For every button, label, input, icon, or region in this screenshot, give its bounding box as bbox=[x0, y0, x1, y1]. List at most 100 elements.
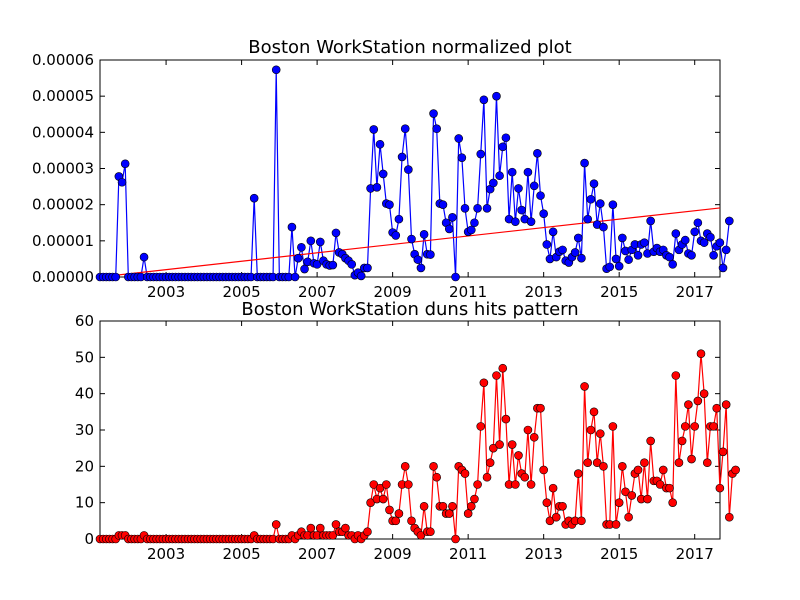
data-point bbox=[249, 193, 259, 203]
data-point bbox=[599, 462, 608, 471]
data-point bbox=[715, 483, 725, 493]
data-point bbox=[315, 523, 325, 533]
data-point bbox=[495, 171, 504, 181]
data-point bbox=[605, 262, 615, 272]
data-point bbox=[618, 233, 627, 243]
data-point bbox=[514, 451, 523, 460]
data-point bbox=[476, 149, 486, 159]
data-point bbox=[640, 458, 649, 468]
data-point bbox=[385, 200, 394, 209]
data-point bbox=[460, 203, 470, 213]
data-point bbox=[690, 227, 700, 237]
data-point bbox=[627, 491, 637, 500]
data-point bbox=[539, 209, 548, 219]
data-point bbox=[394, 509, 404, 518]
y-tick-label: 0 bbox=[84, 530, 94, 548]
x-tick-label: 2009 bbox=[374, 283, 412, 301]
data-point bbox=[448, 213, 457, 222]
data-point bbox=[514, 184, 523, 193]
data-point bbox=[668, 260, 677, 269]
data-point bbox=[680, 422, 690, 431]
data-point bbox=[394, 214, 404, 224]
data-point bbox=[731, 465, 740, 475]
data-point bbox=[328, 531, 338, 540]
data-point bbox=[671, 229, 681, 238]
data-point bbox=[624, 512, 633, 522]
data-point bbox=[378, 169, 388, 179]
data-point bbox=[416, 263, 426, 273]
data-point bbox=[611, 254, 621, 264]
data-point bbox=[542, 240, 552, 249]
data-point bbox=[489, 178, 498, 188]
x-tick-label: 2015 bbox=[600, 545, 638, 563]
data-point bbox=[599, 222, 608, 232]
data-point bbox=[400, 462, 410, 471]
data-point bbox=[470, 494, 479, 504]
data-point bbox=[595, 429, 605, 438]
data-point bbox=[404, 480, 413, 489]
data-point bbox=[551, 512, 561, 522]
data-point bbox=[646, 436, 655, 446]
data-point bbox=[419, 230, 429, 239]
data-point bbox=[718, 263, 728, 273]
data-point bbox=[580, 158, 589, 168]
x-tick-label: 2013 bbox=[525, 283, 563, 301]
data-point bbox=[444, 509, 454, 518]
data-point bbox=[473, 480, 482, 489]
data-point bbox=[595, 199, 605, 208]
data-point bbox=[466, 501, 476, 511]
y-tick-label: 20 bbox=[75, 457, 94, 475]
data-point bbox=[391, 516, 401, 526]
data-point bbox=[120, 159, 130, 169]
data-point bbox=[328, 260, 338, 270]
y-tick-label: 0.00002 bbox=[32, 196, 94, 214]
data-point bbox=[451, 534, 460, 544]
data-point bbox=[482, 472, 492, 482]
chart-title-duns-hits: Boston WorkStation duns hits pattern bbox=[241, 299, 578, 320]
data-point bbox=[696, 349, 706, 359]
data-point bbox=[419, 501, 429, 511]
data-point bbox=[363, 527, 372, 537]
x-tick-label: 2003 bbox=[147, 545, 185, 563]
data-point bbox=[640, 238, 649, 247]
data-point bbox=[404, 165, 413, 174]
data-point bbox=[558, 245, 567, 255]
x-tick-label: 2017 bbox=[676, 283, 714, 301]
data-point bbox=[586, 425, 596, 435]
data-point bbox=[643, 494, 652, 504]
data-point bbox=[498, 142, 508, 152]
data-point bbox=[658, 465, 668, 475]
data-point bbox=[366, 498, 375, 507]
data-point bbox=[706, 232, 715, 242]
data-point bbox=[674, 458, 684, 468]
data-point bbox=[671, 371, 681, 380]
data-point bbox=[463, 509, 473, 518]
data-point bbox=[271, 520, 281, 529]
data-point bbox=[438, 501, 448, 511]
data-point bbox=[385, 505, 394, 515]
data-point bbox=[271, 65, 281, 75]
data-point bbox=[331, 520, 341, 529]
data-point bbox=[699, 389, 709, 398]
data-point bbox=[407, 516, 416, 526]
data-point bbox=[558, 501, 567, 511]
data-point bbox=[725, 216, 734, 226]
data-point bbox=[589, 407, 599, 417]
data-point bbox=[476, 422, 486, 431]
data-point bbox=[583, 214, 593, 224]
data-point bbox=[699, 238, 709, 247]
data-point bbox=[665, 483, 674, 493]
x-tick-label: 2005 bbox=[223, 545, 261, 563]
data-point bbox=[448, 501, 457, 511]
data-point bbox=[416, 531, 426, 540]
data-point bbox=[665, 252, 674, 262]
y-tick-label: 0.00000 bbox=[32, 268, 94, 286]
data-point bbox=[432, 472, 441, 482]
data-point bbox=[306, 523, 316, 533]
data-point bbox=[382, 480, 391, 489]
data-point bbox=[457, 153, 467, 162]
data-point bbox=[372, 183, 382, 192]
data-point bbox=[573, 233, 583, 243]
data-point bbox=[580, 382, 589, 391]
data-point bbox=[633, 251, 643, 260]
